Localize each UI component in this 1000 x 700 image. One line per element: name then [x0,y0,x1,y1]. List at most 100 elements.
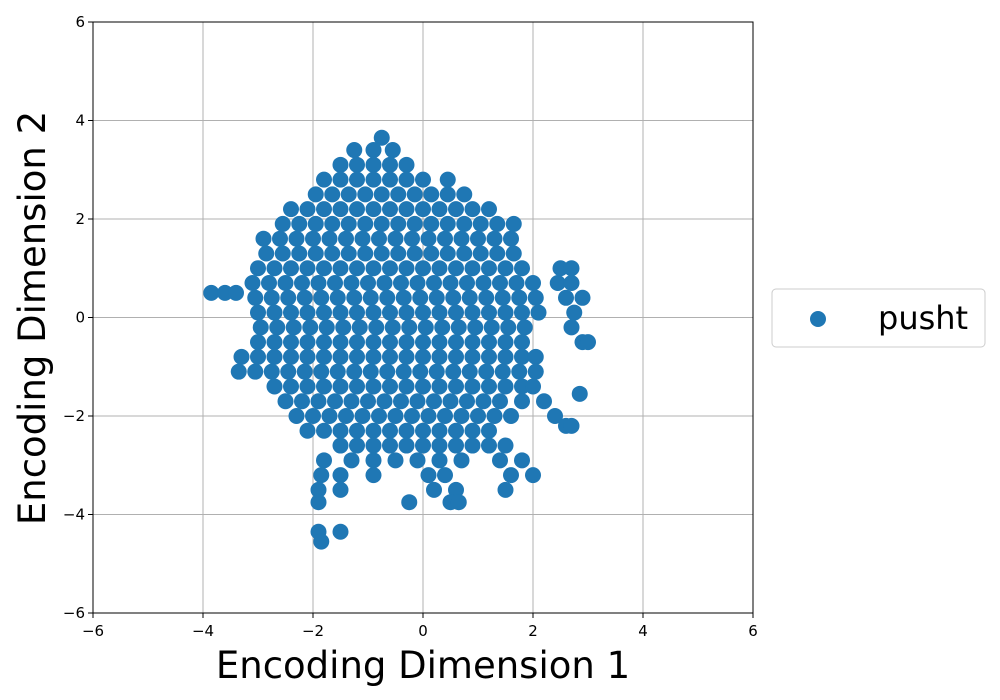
scatter-point [340,245,357,262]
scatter-point [365,304,382,321]
scatter-point [387,452,404,469]
scatter-point [332,481,349,498]
scatter-point [415,378,431,395]
scatter-point [434,319,451,336]
scatter-point [448,304,464,321]
scatter-point [439,245,456,262]
scatter-point [277,275,294,292]
scatter-point [390,215,407,232]
scatter-point [563,319,580,336]
scatter-point [497,437,514,454]
scatter-point [288,408,305,424]
scatter-point [456,245,473,262]
scatter-point [299,334,316,351]
scatter-point [415,437,431,454]
scatter-point [525,467,541,484]
scatter-point [390,186,407,203]
scatter-point [481,201,497,218]
scatter-point [203,284,220,301]
scatter-point [472,245,489,262]
legend: pusht [771,288,986,348]
legend-box [771,288,986,348]
scatter-point [423,186,440,203]
scatter-point [464,334,481,351]
scatter-point [327,275,343,292]
scatter-point [310,481,327,498]
scatter-point [349,348,365,365]
scatter-point [552,260,569,277]
ticks: −6 −4 −2 0 2 4 6 −6 −4 −2 0 2 4 6 [63,13,758,640]
scatter-point [445,363,462,380]
scatter-point [406,245,423,262]
scatter-point [324,186,341,203]
scatter-point [310,275,327,292]
scatter-point [442,393,459,410]
scatter-point [423,245,440,262]
scatter-point [426,275,442,292]
scatter-point [558,289,574,306]
scatter-point [357,186,374,203]
scatter-point [299,348,316,365]
scatter-point [343,275,360,292]
scatter-point [360,275,376,292]
scatter-point [266,304,283,321]
scatter-point [412,363,429,380]
scatter-point [489,245,506,262]
x-tick-label: 0 [418,622,428,640]
scatter-point [294,393,310,410]
y-tick-label: 0 [75,309,85,327]
scatter-point [332,304,349,321]
scatter-point [431,260,448,277]
scatter-point [398,304,415,321]
scatter-point [288,230,305,247]
scatter-point [283,348,299,365]
scatter-point [428,289,445,306]
scatter-point [373,245,390,262]
scatter-point [481,422,497,439]
scatter-point [307,186,324,203]
x-tick-label: −2 [302,622,324,640]
scatter-point [566,304,583,321]
scatter-point [412,289,429,306]
scatter-point [420,408,437,424]
scatter-point [497,378,514,395]
scatter-point [310,393,327,410]
scatter-point [382,422,398,439]
scatter-point [580,334,596,351]
scatter-point [346,142,363,159]
x-tick-label: 6 [748,622,758,640]
scatter-point [250,304,266,321]
scatter-point [261,275,277,292]
scatter-point [448,348,464,365]
scatter-point [382,156,398,173]
scatter-point [426,393,442,410]
scatter-point [247,289,264,306]
y-tick-label: −6 [63,604,85,622]
scatter-point [382,437,398,454]
scatter-point [470,230,486,247]
scatter-point [332,437,349,454]
scatter-point [332,348,349,365]
scatter-point [481,260,497,277]
scatter-point [291,215,308,232]
scatter-point [415,201,431,218]
scatter-point [362,363,379,380]
scatter-point [503,408,519,424]
scatter-point [428,363,445,380]
scatter-point [373,215,390,232]
scatter-point [536,393,552,410]
x-tick-label: 4 [638,622,648,640]
scatter-point [305,408,321,424]
scatter-point [332,334,349,351]
scatter-point [464,422,481,439]
scatter-point [376,393,393,410]
scatter-points [203,129,596,550]
scatter-point [431,348,448,365]
scatter-point [398,334,415,351]
legend-label: pusht [878,299,968,337]
scatter-point [393,275,409,292]
scatter-point [365,260,382,277]
scatter-point [258,245,275,262]
scatter-point [398,201,415,218]
scatter-point [492,393,508,410]
